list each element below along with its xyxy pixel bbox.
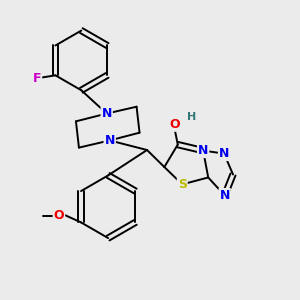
Text: F: F [33, 72, 41, 85]
Text: H: H [187, 112, 196, 122]
Text: N: N [219, 147, 229, 160]
Text: N: N [101, 107, 112, 120]
Text: N: N [198, 144, 208, 157]
Text: S: S [178, 178, 187, 191]
Text: N: N [104, 134, 115, 147]
Text: O: O [169, 118, 180, 131]
Text: N: N [220, 189, 230, 202]
Text: O: O [54, 209, 64, 222]
